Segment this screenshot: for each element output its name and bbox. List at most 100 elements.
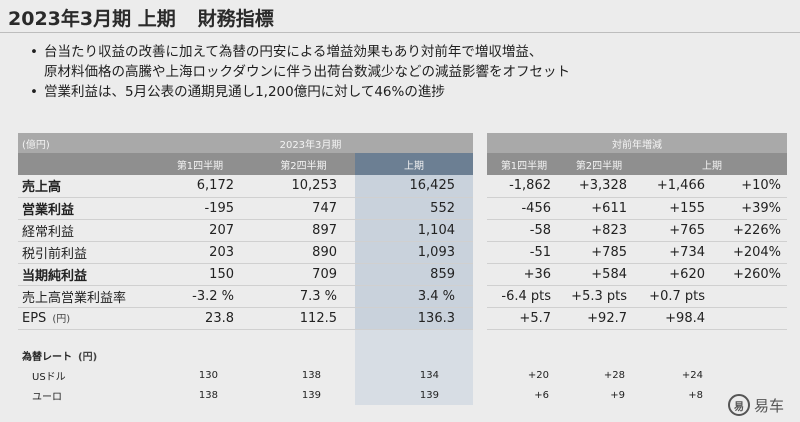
column-header: 上期 [637, 153, 787, 175]
fx-row: +6 +9 +8 [487, 385, 787, 405]
table-cell: 130 [198, 369, 218, 381]
table-cell: 3.4 % [355, 285, 473, 308]
table-cell [252, 345, 355, 365]
table-header-group: (億円) 2023年3月期 [18, 133, 473, 153]
table-cell: +611 [561, 197, 637, 220]
row-label: 売上高営業利益率 [18, 285, 148, 308]
table-cell: +734 [637, 241, 715, 264]
table-cell: +98.4 [637, 307, 715, 330]
bullet-list: 台当たり収益の改善に加えて為替の円安による増益効果もあり対前年で増収増益、 原材… [30, 42, 570, 102]
title-sub: 財務指標 [197, 8, 274, 30]
unit-label: (億円) [18, 133, 148, 153]
row-label-text: 経常利益 [22, 224, 75, 240]
table-row: 経常利益 207 897 1,104 [18, 219, 473, 242]
column-header: 第2四半期 [252, 153, 355, 175]
table-row: 当期純利益 150 709 859 [18, 263, 473, 286]
table-row: -51 +785 +734 +204% [487, 241, 787, 264]
row-label-text: 当期純利益 [22, 268, 88, 284]
table-cell: +6 [534, 389, 549, 401]
table-cell [355, 345, 473, 365]
table-cell: +204% [715, 241, 787, 264]
table-cell: +28 [603, 369, 625, 381]
table-cell: +24 [681, 369, 703, 381]
table-cell: +3,328 [561, 175, 637, 198]
table-cell: 1,104 [355, 219, 473, 242]
table-row: 税引前利益 203 890 1,093 [18, 241, 473, 264]
row-label-text: 売上高 [22, 180, 62, 196]
fx-label: 為替レート (円) [18, 345, 148, 365]
table-cell: +620 [637, 263, 715, 286]
row-label-text: 営業利益 [22, 202, 75, 218]
table-cell: +765 [637, 219, 715, 242]
table-cell: 709 [252, 263, 355, 286]
fx-row: ユーロ 138 139 139 [18, 385, 473, 405]
table-header-columns: 第1四半期 第2四半期 上期 [487, 153, 787, 175]
row-label-text: EPS [22, 311, 47, 326]
column-header: 上期 [355, 153, 473, 175]
table-row: +36 +584 +620 +260% [487, 263, 787, 286]
bullet-item: 台当たり収益の改善に加えて為替の円安による増益効果もあり対前年で増収増益、 [30, 42, 570, 62]
yoy-change-table: 対前年増減 第1四半期 第2四半期 上期 -1,862 +3,328 +1,466 +… [487, 133, 787, 405]
table-cell: 150 [148, 263, 252, 286]
table-cell: 890 [252, 241, 355, 264]
watermark-text: 易车 [753, 396, 784, 415]
row-label-text: 税引前利益 [22, 246, 88, 262]
table-cell: -456 [487, 197, 561, 220]
bullet-continuation: 原材料価格の高騰や上海ロックダウンに伴う出荷台数減少などの減益影響をオフセット [44, 64, 570, 80]
table-cell: +155 [637, 197, 715, 220]
table-cell: 203 [148, 241, 252, 264]
table-cell: +39% [715, 197, 787, 220]
group-label: 対前年増減 [487, 133, 787, 153]
table-cell [715, 365, 787, 385]
column-header: 第1四半期 [487, 153, 561, 175]
table-row: -1,862 +3,328 +1,466 +10% [487, 175, 787, 198]
table-cell: 747 [252, 197, 355, 220]
table-cell: +10% [715, 175, 787, 198]
table-row: EPS (円) 23.8 112.5 136.3 [18, 307, 473, 330]
table-row: -6.4 pts +5.3 pts +0.7 pts [487, 285, 787, 308]
table-cell: +36 [487, 263, 561, 286]
row-label: USドル [32, 371, 66, 383]
title-main: 2023年3月期 上期 [8, 8, 176, 30]
table-cell: +20 [527, 369, 549, 381]
row-label: EPS (円) [18, 307, 148, 330]
table-cell: -51 [487, 241, 561, 264]
table-cell: 7.3 % [252, 285, 355, 308]
table-cell: 16,425 [355, 175, 473, 198]
table-cell: +0.7 pts [637, 285, 715, 308]
table-cell: 136.3 [355, 307, 473, 330]
table-cell: +5.7 [487, 307, 561, 330]
fx-row: USドル 130 138 134 [18, 365, 473, 385]
watermark-logo-icon: 易 [727, 394, 750, 416]
table-cell: -3.2 % [148, 285, 252, 308]
table-cell: 23.8 [148, 307, 252, 330]
table-cell: 6,172 [148, 175, 252, 198]
table-cell [148, 345, 252, 365]
table-cell: 112.5 [252, 307, 355, 330]
table-cell: 138 [198, 389, 218, 401]
fx-row: +20 +28 +24 [487, 365, 787, 385]
page-title: 2023年3月期 上期 財務指標 [8, 4, 274, 31]
table-cell: 134 [355, 365, 473, 385]
row-label-text: 売上高営業利益率 [22, 290, 127, 306]
financial-table: (億円) 2023年3月期 第1四半期 第2四半期 上期 売上高 6,172 10,… [18, 133, 473, 405]
table-cell: +92.7 [561, 307, 637, 330]
table-cell: 897 [252, 219, 355, 242]
fx-label-text: 為替レート [22, 351, 72, 363]
table-cell: +226% [715, 219, 787, 242]
row-label: 税引前利益 [18, 241, 148, 264]
table-row: 売上高営業利益率 -3.2 % 7.3 % 3.4 % [18, 285, 473, 308]
table-row: 営業利益 -195 747 552 [18, 197, 473, 220]
row-label: ユーロ [32, 391, 62, 403]
table-cell: +5.3 pts [561, 285, 637, 308]
table-cell: +584 [561, 263, 637, 286]
table-row: -456 +611 +155 +39% [487, 197, 787, 220]
table-row: -58 +823 +765 +226% [487, 219, 787, 242]
fx-unit: (円) [78, 351, 98, 363]
table-cell: 139 [355, 385, 473, 405]
table-cell: 138 [301, 369, 321, 381]
row-label: 営業利益 [18, 197, 148, 220]
watermark: 易 易车 [727, 394, 784, 416]
column-header: 第1四半期 [148, 153, 252, 175]
table-cell: 10,253 [252, 175, 355, 198]
